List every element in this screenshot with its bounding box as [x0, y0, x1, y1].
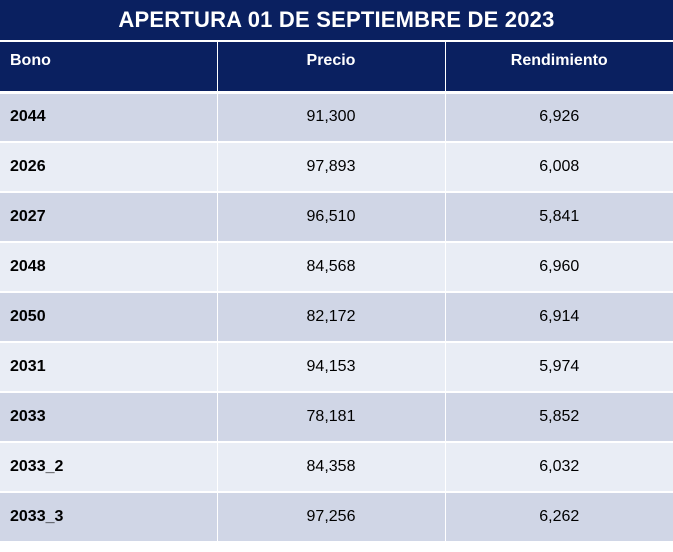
cell-bono: 2033_3: [0, 492, 218, 543]
cell-precio: 96,510: [217, 192, 446, 243]
cell-bono: 2048: [0, 242, 218, 293]
table-row: 2033 78,181 5,852: [0, 392, 673, 443]
cell-bono: 2044: [0, 90, 218, 143]
header-rendimiento: Rendimiento: [445, 42, 673, 92]
cell-bono: 2033: [0, 392, 218, 443]
cell-rendimiento: 6,926: [445, 90, 673, 143]
cell-bono: 2031: [0, 342, 218, 393]
cell-precio: 84,358: [217, 442, 446, 493]
table-body: 2044 91,300 6,926 2026 97,893 6,008 2027 96,510…: [0, 90, 673, 543]
cell-rendimiento: 5,852: [445, 392, 673, 443]
table-row: 2026 97,893 6,008: [0, 142, 673, 193]
table-row: 2031 94,153 5,974: [0, 342, 673, 393]
cell-rendimiento: 6,032: [445, 442, 673, 493]
cell-bono: 2033_2: [0, 442, 218, 493]
cell-rendimiento: 6,262: [445, 492, 673, 543]
cell-bono: 2027: [0, 192, 218, 243]
table-row: 2027 96,510 5,841: [0, 192, 673, 243]
bond-table: Bono Precio Rendimiento 2044 91,300 6,926 2…: [0, 42, 673, 543]
table-row: 2044 91,300 6,926: [0, 90, 673, 143]
table-row: 2050 82,172 6,914: [0, 292, 673, 343]
table-row: 2048 84,568 6,960: [0, 242, 673, 293]
cell-rendimiento: 5,841: [445, 192, 673, 243]
cell-precio: 82,172: [217, 292, 446, 343]
cell-precio: 94,153: [217, 342, 446, 393]
cell-rendimiento: 6,914: [445, 292, 673, 343]
header-row: Bono Precio Rendimiento: [0, 42, 673, 92]
cell-precio: 78,181: [217, 392, 446, 443]
header-precio: Precio: [217, 42, 446, 92]
cell-rendimiento: 6,960: [445, 242, 673, 293]
header-bono: Bono: [0, 42, 218, 92]
cell-precio: 91,300: [217, 90, 446, 143]
cell-precio: 84,568: [217, 242, 446, 293]
cell-rendimiento: 5,974: [445, 342, 673, 393]
table-row: 2033_2 84,358 6,032: [0, 442, 673, 493]
table-row: 2033_3 97,256 6,262: [0, 492, 673, 543]
cell-precio: 97,256: [217, 492, 446, 543]
table-title: APERTURA 01 DE SEPTIEMBRE DE 2023: [0, 0, 673, 42]
cell-bono: 2050: [0, 292, 218, 343]
cell-precio: 97,893: [217, 142, 446, 193]
cell-rendimiento: 6,008: [445, 142, 673, 193]
table-header: Bono Precio Rendimiento: [0, 42, 673, 92]
cell-bono: 2026: [0, 142, 218, 193]
